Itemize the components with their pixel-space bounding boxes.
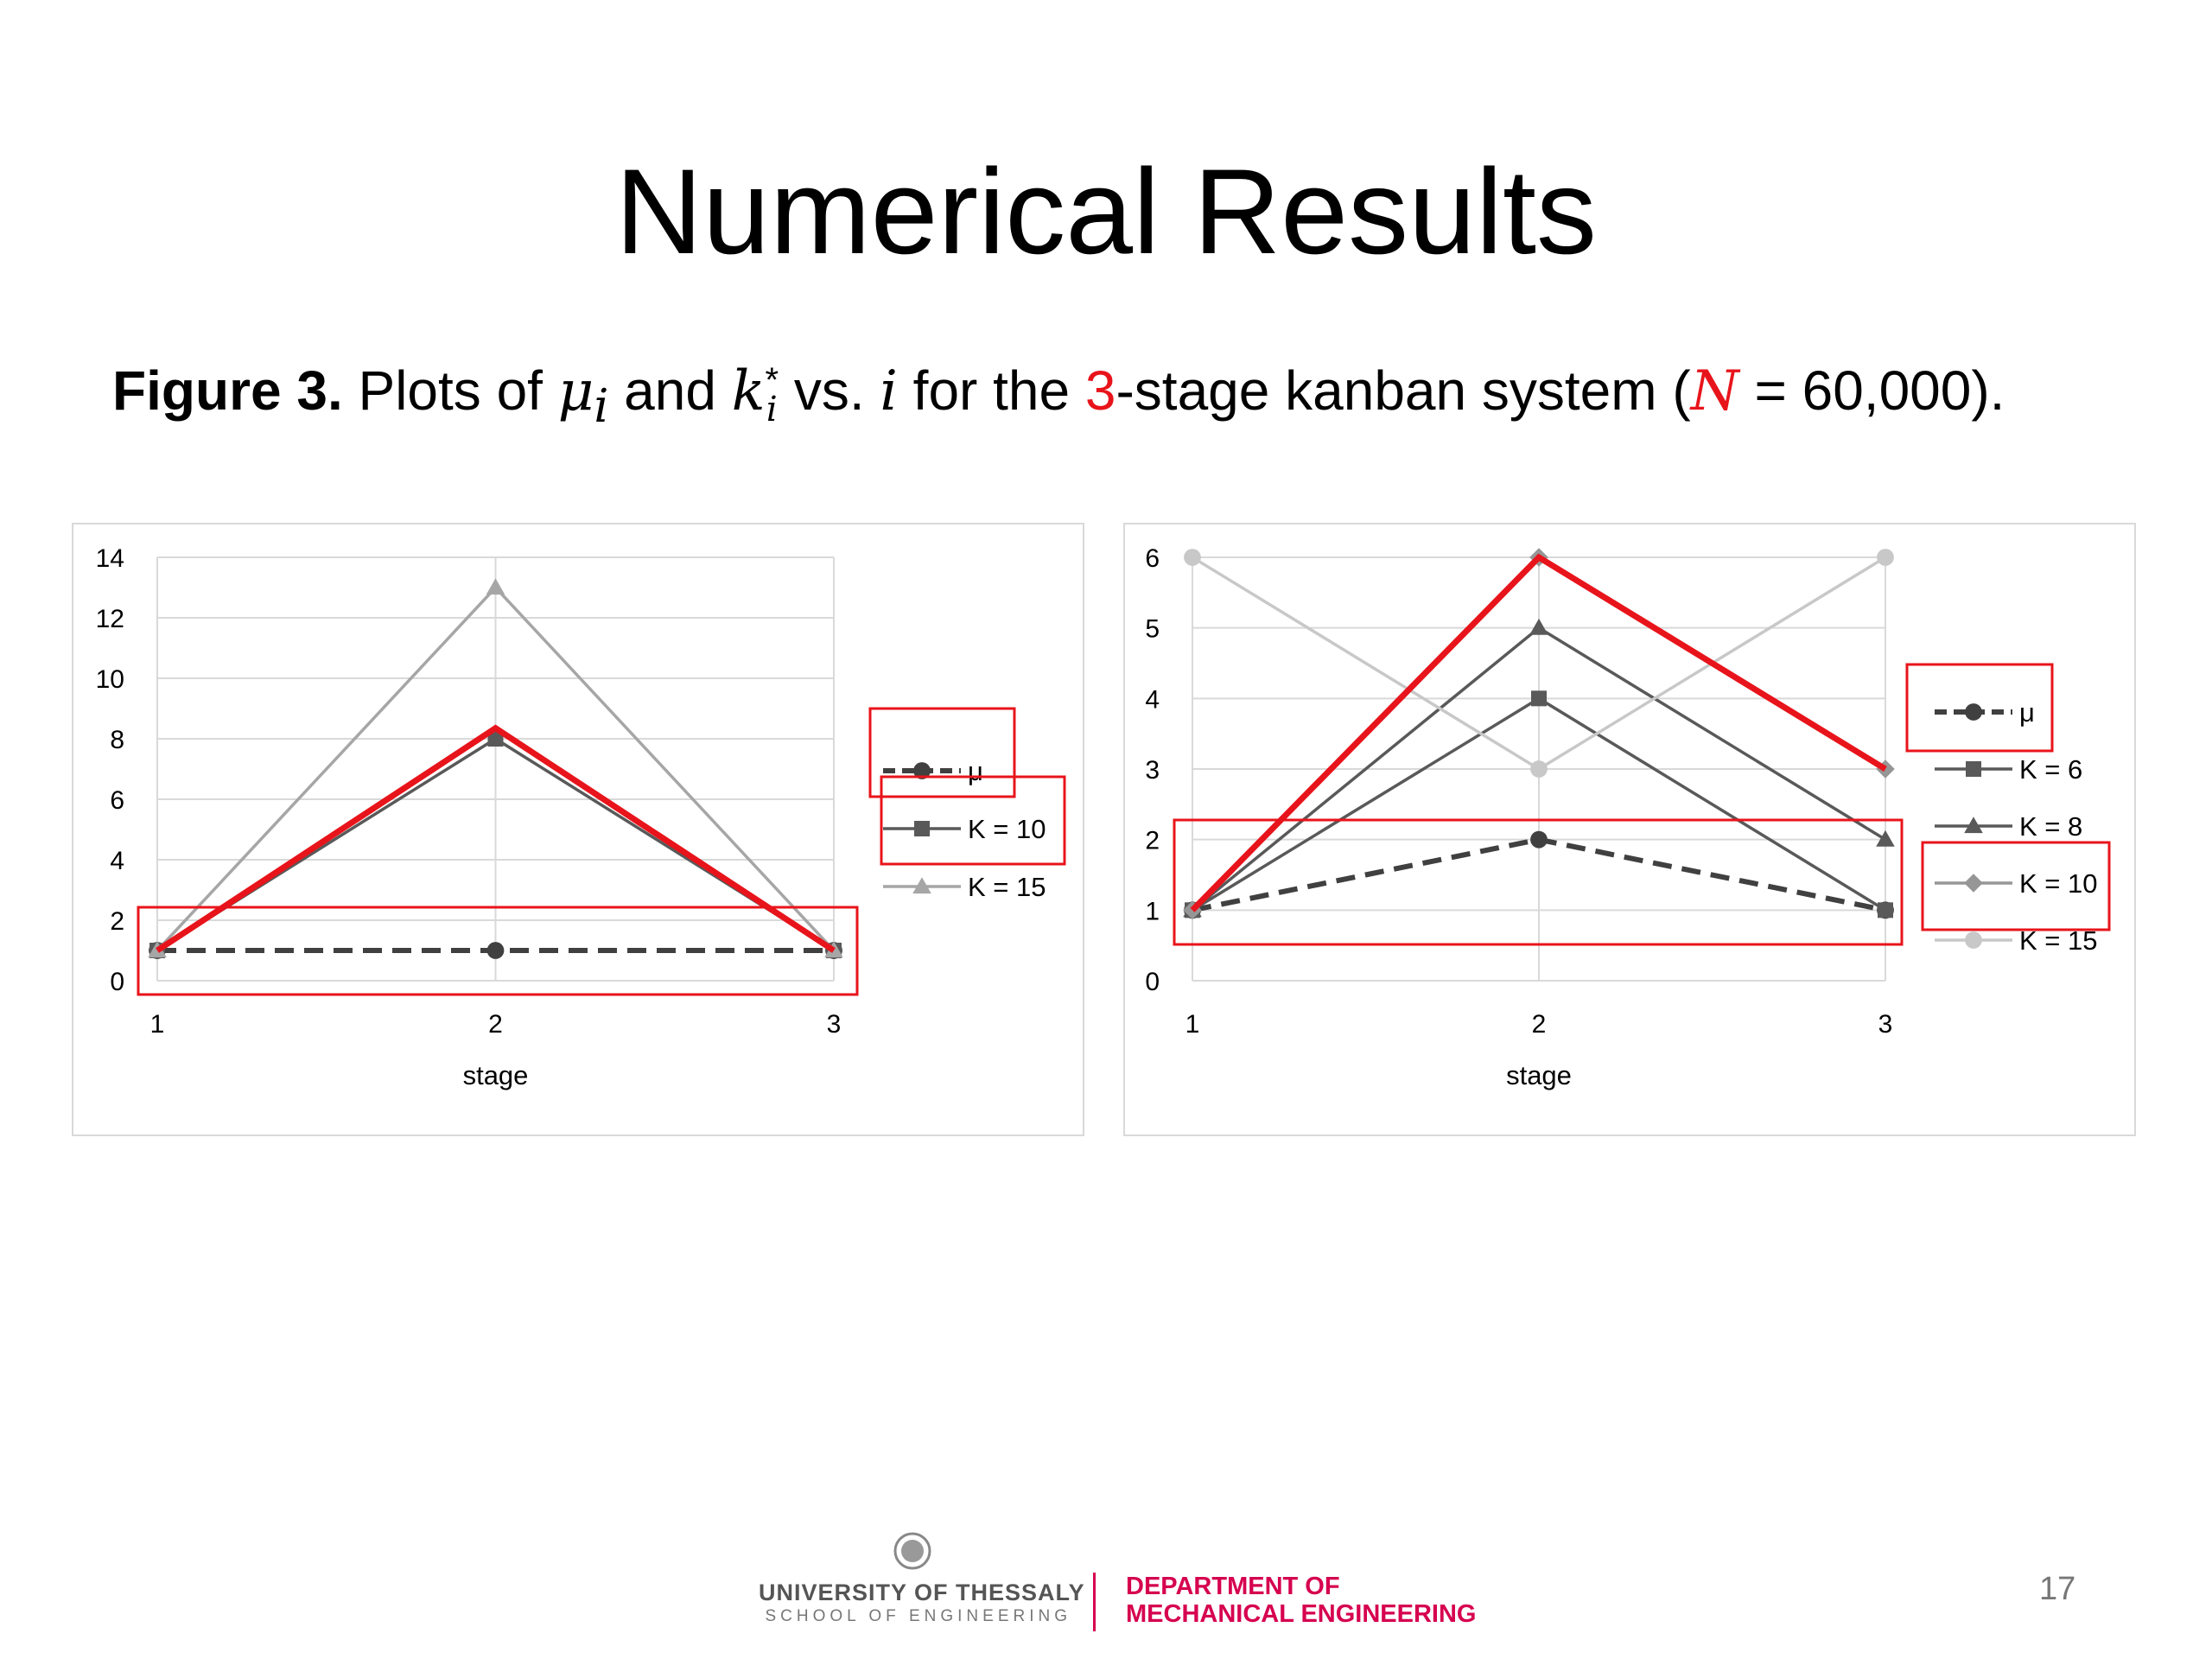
left-series-2 bbox=[148, 578, 843, 958]
caption-text-5: -stage kanban system ( bbox=[1116, 359, 1691, 422]
right-ytick-label: 5 bbox=[1145, 615, 1160, 644]
right-highlight-box bbox=[1905, 663, 2054, 753]
right-xtick-label: 3 bbox=[1878, 1010, 1893, 1039]
right-legend-marker bbox=[1965, 703, 1982, 721]
right-highlight-box bbox=[1173, 818, 1904, 946]
right-series-5 bbox=[1190, 553, 1887, 912]
left-ytick-label: 4 bbox=[110, 847, 124, 875]
left-xtick-label: 1 bbox=[150, 1010, 165, 1039]
mu-symbol: μ bbox=[557, 359, 594, 423]
right-ytick-label: 1 bbox=[1145, 897, 1160, 925]
slide-title: Numerical Results bbox=[615, 143, 1597, 279]
mu-subscript: i bbox=[594, 378, 609, 433]
left-series-0 bbox=[149, 942, 842, 959]
left-highlight-box bbox=[868, 707, 1016, 798]
left-point bbox=[487, 731, 504, 747]
right-xlabel: stage bbox=[1506, 1060, 1572, 1090]
caption-text-4: for the bbox=[897, 359, 1085, 422]
caption-text-6: = 60,000). bbox=[1738, 359, 2005, 422]
right-legend-marker bbox=[1964, 874, 1983, 893]
right-point bbox=[1876, 830, 1895, 847]
right-ytick-label: 2 bbox=[1145, 827, 1160, 855]
right-ytick-label: 4 bbox=[1145, 685, 1160, 714]
chart-left-panel: 0 2 4 6 8 10 12 14 1 2 3 stage μ K = 10 K = 15 bbox=[72, 523, 1084, 1136]
left-legend-label: K = 10 bbox=[968, 814, 1046, 844]
department-line-1: DEPARTMENT OF bbox=[1126, 1573, 1340, 1600]
right-legend-marker bbox=[1966, 761, 1981, 777]
i-symbol: i bbox=[880, 359, 898, 423]
right-legend-marker bbox=[1965, 931, 1982, 949]
page-number: 17 bbox=[2039, 1571, 2076, 1607]
caption-text-3: vs. bbox=[779, 359, 880, 422]
right-point bbox=[1878, 902, 1893, 918]
k-indices: * i bbox=[765, 361, 779, 430]
right-legend-label: K = 8 bbox=[2019, 811, 2082, 842]
right-series-4 bbox=[1184, 549, 1894, 778]
left-ytick-label: 2 bbox=[110, 907, 124, 936]
left-xtick-label: 3 bbox=[827, 1010, 842, 1039]
right-legend-marker bbox=[1964, 817, 1983, 834]
left-highlight-boxes bbox=[137, 707, 1066, 996]
left-legend: μ K = 10 K = 15 bbox=[883, 756, 1046, 902]
right-highlight-box bbox=[1921, 841, 2111, 931]
school-name: SCHOOL OF ENGINEERING bbox=[765, 1607, 1071, 1625]
stage-count: 3 bbox=[1084, 359, 1116, 422]
left-xtick-label: 2 bbox=[488, 1010, 503, 1039]
right-point bbox=[1529, 618, 1548, 635]
right-point bbox=[1877, 549, 1894, 566]
right-ytick-label: 6 bbox=[1145, 544, 1160, 573]
left-xlabel: stage bbox=[463, 1060, 529, 1090]
right-highlight-boxes bbox=[1173, 663, 2111, 946]
left-legend-marker bbox=[913, 762, 931, 779]
right-xtick-label: 2 bbox=[1532, 1010, 1547, 1039]
department-line-2: MECHANICAL ENGINEERING bbox=[1126, 1600, 1477, 1628]
right-legend-label: K = 6 bbox=[2019, 754, 2082, 785]
left-highlight-box bbox=[137, 906, 859, 996]
k-superscript: * bbox=[765, 361, 779, 400]
k-subscript: i bbox=[766, 390, 778, 430]
left-legend-marker bbox=[914, 821, 930, 836]
caption-text-2: and bbox=[608, 359, 732, 422]
left-ytick-label: 12 bbox=[96, 605, 124, 633]
university-name: UNIVERSITY OF THESSALY bbox=[759, 1580, 1085, 1605]
right-xtick-label: 1 bbox=[1185, 1010, 1200, 1039]
left-ytick-label: 8 bbox=[110, 726, 124, 754]
footer-separator bbox=[1093, 1573, 1096, 1631]
right-point bbox=[1530, 760, 1548, 778]
right-ytick-label: 3 bbox=[1145, 756, 1160, 785]
left-ytick-label: 6 bbox=[110, 786, 124, 815]
left-legend-marker bbox=[912, 877, 931, 894]
left-series-3 bbox=[156, 724, 836, 953]
right-ytick-label: 0 bbox=[1145, 968, 1160, 996]
left-gridlines bbox=[156, 556, 835, 982]
caption-text-1: Plots of bbox=[342, 359, 558, 422]
right-legend-label: μ bbox=[2019, 697, 2035, 728]
department-name: DEPARTMENT OF MECHANICAL ENGINEERING bbox=[1126, 1573, 1477, 1628]
right-legend-label: K = 10 bbox=[2019, 868, 2098, 899]
left-emphasis-line bbox=[156, 724, 836, 953]
left-ytick-label: 10 bbox=[96, 665, 124, 694]
footer: UNIVERSITY OF THESSALY SCHOOL OF ENGINEE… bbox=[0, 1529, 2212, 1631]
left-point bbox=[486, 578, 505, 595]
right-emphasis-line bbox=[1190, 553, 1887, 912]
left-legend-label: K = 15 bbox=[968, 872, 1046, 902]
n-symbol: N bbox=[1690, 359, 1739, 423]
left-ytick-label: 14 bbox=[96, 544, 124, 573]
right-point bbox=[1531, 690, 1547, 707]
left-point bbox=[486, 942, 505, 959]
figure-label: Figure 3. bbox=[112, 359, 343, 422]
university-seal-icon bbox=[893, 1532, 931, 1570]
k-symbol: k bbox=[731, 359, 766, 423]
left-highlight-box bbox=[880, 775, 1066, 866]
right-legend: μK = 6K = 8K = 10K = 15 bbox=[1935, 697, 2098, 956]
left-legend-label: μ bbox=[968, 756, 983, 786]
right-point bbox=[1530, 830, 1548, 849]
left-ytick-label: 0 bbox=[110, 968, 124, 996]
figure-caption: Figure 3. Plots of μi and k * i vs. i for … bbox=[112, 356, 2005, 441]
right-point bbox=[1184, 549, 1201, 566]
